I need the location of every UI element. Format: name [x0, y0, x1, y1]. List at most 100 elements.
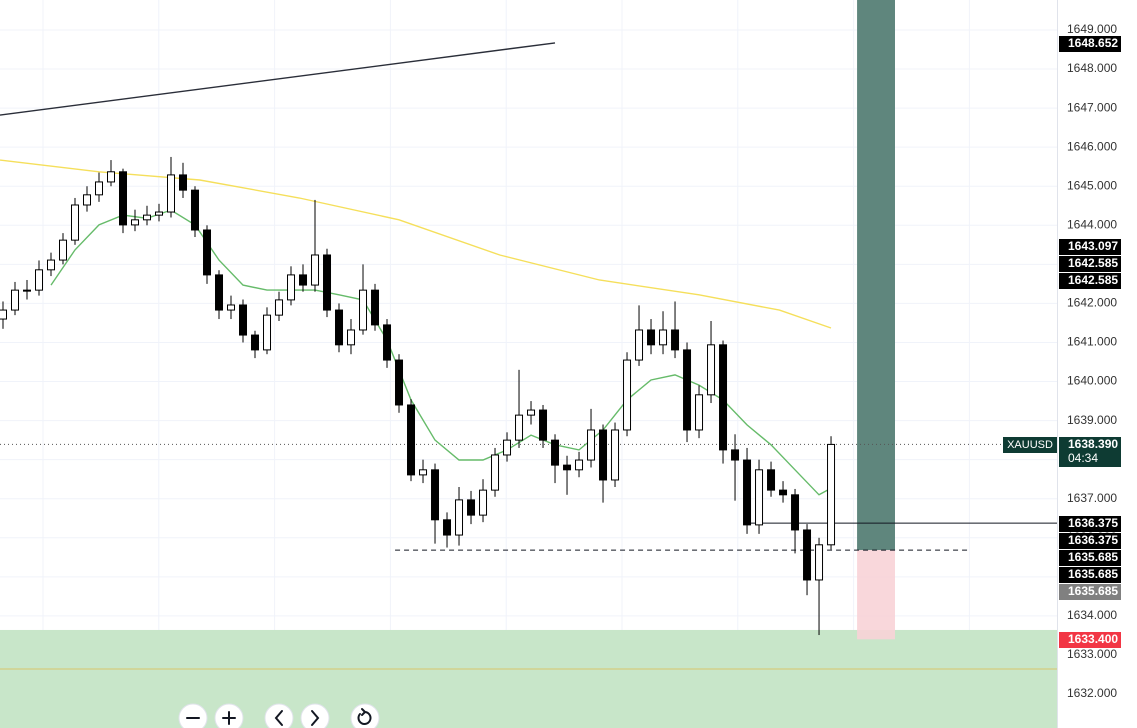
candle-body	[575, 459, 584, 471]
zone	[0, 629, 1057, 728]
candle-body	[443, 519, 452, 536]
candle-body	[383, 324, 392, 361]
candle-body	[551, 439, 560, 466]
price-label-box	[1059, 567, 1121, 583]
y-tick-label: 1644.000	[1067, 217, 1117, 231]
symbol-label: XAUUSD	[1007, 439, 1053, 451]
position-stop	[857, 550, 895, 640]
candle-body	[143, 214, 152, 221]
candle-body	[119, 171, 128, 226]
candle-body	[515, 414, 524, 441]
candle-body	[743, 459, 752, 526]
price-label: 1635.685	[1068, 550, 1118, 564]
candle-body	[287, 274, 296, 301]
candle-body	[11, 289, 20, 311]
candle-body	[47, 259, 56, 271]
candle-body	[779, 489, 788, 496]
y-tick-label: 1640.000	[1067, 374, 1117, 388]
candle-body	[695, 394, 704, 431]
candle-body	[671, 329, 680, 351]
price-label: 1642.585	[1068, 256, 1118, 270]
last-price-label: 1638.390	[1068, 437, 1118, 451]
candle-body	[599, 429, 608, 481]
price-label: 1648.652	[1068, 36, 1118, 50]
price-axis: 1632.0001633.0001634.0001635.0001636.000…	[1003, 22, 1121, 700]
countdown-label: 04:34	[1068, 451, 1098, 465]
toolbar	[178, 703, 380, 728]
candle-body	[467, 499, 476, 516]
candle-body	[95, 181, 104, 196]
y-tick-label: 1639.000	[1067, 413, 1117, 427]
symbol-box	[1003, 437, 1057, 453]
reset-button[interactable]	[350, 703, 380, 728]
scroll-right-button[interactable]	[300, 703, 330, 728]
candle-body	[635, 329, 644, 361]
price-label: 1636.375	[1068, 516, 1118, 530]
candle-body	[647, 329, 656, 346]
candle-body	[611, 429, 620, 481]
candle-body	[299, 274, 308, 286]
zoom-in-button[interactable]	[214, 703, 244, 728]
candle-body	[227, 304, 236, 311]
candle-body	[455, 499, 464, 536]
candle-body	[623, 359, 632, 431]
candle-body	[587, 429, 596, 461]
candle-body	[107, 171, 116, 183]
plot-background	[0, 0, 1057, 728]
y-tick-label: 1646.000	[1067, 139, 1117, 153]
zoom-out-button[interactable]	[178, 703, 208, 728]
price-label-box	[1059, 584, 1121, 600]
candle-body	[59, 239, 68, 261]
price-label: 1635.685	[1068, 584, 1118, 598]
candle-body	[251, 334, 260, 351]
candle-body	[0, 309, 8, 320]
y-tick-label: 1648.000	[1067, 61, 1117, 75]
candle-body	[803, 529, 812, 581]
candle-body	[311, 254, 320, 286]
y-tick-label: 1634.000	[1067, 608, 1117, 622]
candle-body	[359, 289, 368, 331]
candle-body	[167, 174, 176, 213]
price-label-box	[1059, 632, 1121, 648]
candle-body	[827, 443, 836, 546]
price-label-box	[1059, 239, 1121, 255]
candle-body	[155, 211, 164, 216]
indicator-line	[0, 42, 556, 116]
y-tick-label: 1649.000	[1067, 22, 1117, 36]
candle-body	[395, 359, 404, 406]
y-tick-label: 1642.000	[1067, 296, 1117, 310]
candle-body	[335, 309, 344, 346]
candle-body	[203, 229, 212, 276]
candle-body	[407, 404, 416, 476]
last-price-box	[1059, 437, 1121, 467]
scroll-left-button[interactable]	[264, 703, 294, 728]
y-tick-label: 1647.000	[1067, 100, 1117, 114]
candle-body	[323, 254, 332, 311]
price-label-box	[1059, 533, 1121, 549]
price-label-box	[1059, 550, 1121, 566]
candle-body	[503, 439, 512, 456]
candle-body	[83, 194, 92, 206]
candle-body	[71, 204, 80, 241]
price-label-box	[1059, 516, 1121, 532]
candle-body	[815, 544, 824, 581]
candle-body	[527, 409, 536, 416]
y-tick-label: 1645.000	[1067, 178, 1117, 192]
candle-body	[491, 454, 500, 491]
candle-body	[371, 289, 380, 326]
candle-body	[347, 329, 356, 346]
price-label: 1636.375	[1068, 533, 1118, 547]
y-tick-label: 1633.000	[1067, 647, 1117, 661]
candle-body	[731, 449, 740, 461]
price-label: 1642.585	[1068, 273, 1118, 287]
candle-body	[131, 219, 140, 226]
candle-body	[275, 299, 284, 316]
candle-body	[683, 349, 692, 431]
candle-body	[707, 344, 716, 396]
candle-body	[239, 304, 248, 336]
candle-body	[719, 344, 728, 451]
price-label-box	[1059, 36, 1121, 52]
candle-body	[179, 174, 188, 191]
candle-body	[215, 274, 224, 311]
candle-body	[191, 189, 200, 231]
